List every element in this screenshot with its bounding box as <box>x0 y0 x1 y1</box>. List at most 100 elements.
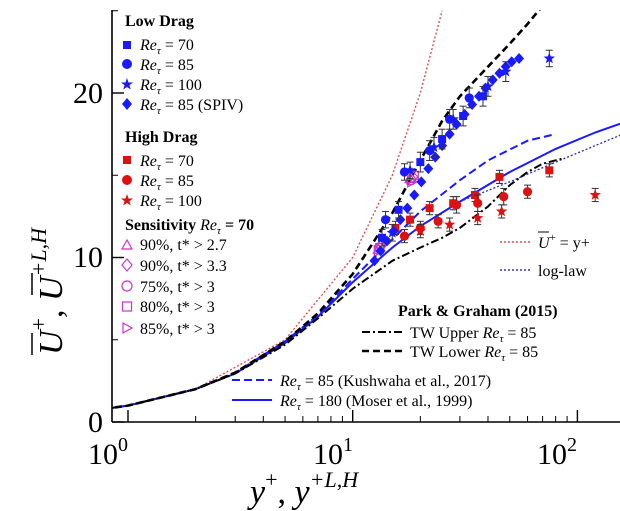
high-drag-re85-point <box>452 200 462 210</box>
legend-marker-square <box>123 156 131 164</box>
svg-text:TW Lower Reτ = 85: TW Lower Reτ = 85 <box>410 344 538 364</box>
high-drag-re100-point <box>589 189 601 200</box>
svg-text:Reτ = 100: Reτ = 100 <box>139 193 202 213</box>
high-drag-re85-point <box>399 231 410 241</box>
low-drag-spiv-point <box>423 163 434 175</box>
legend-marker-diamond-open <box>121 258 133 272</box>
legend-entry-tw-upper: TW Upper Reτ = 85 <box>362 325 536 345</box>
y-tick-label-10: 10 <box>73 241 103 274</box>
legend-entry-ld100: Reτ = 100 <box>121 77 202 97</box>
low-drag-spiv-point <box>375 245 386 257</box>
low-drag-re85-point <box>380 215 391 225</box>
low-drag-spiv-point <box>506 56 517 68</box>
high-drag-re100-point <box>443 218 456 230</box>
legend-entry-moser: Reτ = 180 (Moser et al., 1999) <box>232 393 472 413</box>
legend-marker-triangle-up <box>120 238 134 250</box>
low-drag-spiv-point <box>494 67 505 79</box>
sensitivity-s5-point <box>407 175 418 188</box>
svg-text:U+ = y+: U+ = y+ <box>538 232 590 252</box>
low-drag-spiv-point <box>409 189 420 201</box>
legend-marker-circle-open <box>121 280 133 292</box>
legend-entry-s4: 80%, t* > 3 <box>121 299 215 316</box>
svg-text:U+, U+L,H: U+, U+L,H <box>26 227 70 355</box>
high-drag-re100-point <box>495 205 508 217</box>
legend-marker-diamond <box>122 98 132 110</box>
legend-entry-loglaw: log-law <box>500 263 587 280</box>
low-drag-spiv-point <box>416 176 427 188</box>
svg-text:Reτ = 100: Reτ = 100 <box>139 77 202 97</box>
high-drag-re70-point <box>406 215 415 224</box>
legend-marker-star <box>121 78 133 90</box>
high-drag-re85-point <box>473 198 483 208</box>
legend-entry-s1: 90%, t* > 2.7 <box>120 237 227 254</box>
low-drag-spiv-point <box>487 74 498 86</box>
svg-text:90%, t* > 2.7: 90%, t* > 2.7 <box>140 237 227 254</box>
legend-left: Low Drag Reτ = 70 Reτ = 85 Reτ = 100 Reτ… <box>120 13 254 338</box>
low-drag-re70-point <box>394 205 403 214</box>
svg-text:Reτ = 70: Reτ = 70 <box>139 37 194 57</box>
y-axis-label: U+, U+L,H <box>26 227 70 355</box>
svg-text:Reτ = 70: Reτ = 70 <box>139 153 194 173</box>
legend-entry-hd70: Reτ = 70 <box>123 153 194 173</box>
legend-entry-hd100: Reτ = 100 <box>121 193 202 213</box>
legend-head-park-graham: Park & Graham (2015) <box>398 303 558 320</box>
legend-marker-circle <box>122 175 132 185</box>
svg-text:Reτ = 85 (Kushwaha et al., 201: Reτ = 85 (Kushwaha et al., 2017) <box>279 373 491 393</box>
legend-entry-s5: 85%, t* > 3 <box>122 321 215 338</box>
tw-upper-line <box>112 157 562 409</box>
high-drag-re100-point <box>414 225 426 236</box>
legend-marker-triangle-right <box>122 321 134 335</box>
low-drag-re70-point <box>459 112 468 121</box>
low-drag-spiv-point <box>369 255 380 267</box>
high-drag-re70-point <box>545 166 554 175</box>
high-drag-re70-point <box>495 172 504 181</box>
legend-entry-kushwaha: Reτ = 85 (Kushwaha et al., 2017) <box>232 373 491 393</box>
legend-head-sensitivity: Sensitivity Reτ = 70 <box>125 217 254 237</box>
legend-head-low-drag: Low Drag <box>125 13 194 30</box>
low-drag-re100-point <box>543 52 555 64</box>
high-drag-re70-point <box>425 204 434 213</box>
low-drag-spiv-point <box>402 202 413 214</box>
legend-entry-s2: 90%, t* > 3.3 <box>121 258 227 275</box>
sensitivity-s2-point <box>406 170 419 184</box>
tick-layer <box>112 10 579 423</box>
low-drag-spiv-point <box>444 128 455 140</box>
low-drag-spiv-point <box>395 214 406 226</box>
low-drag-re100-point <box>386 226 398 238</box>
legend-entry-tw-lower: TW Lower Reτ = 85 <box>362 344 538 364</box>
curve-layer <box>112 10 620 410</box>
log-law-line <box>459 134 620 203</box>
viscous-sublayer-line <box>112 10 443 409</box>
high-drag-re85-point <box>499 192 509 202</box>
y-tick-label-0: 0 <box>88 406 103 439</box>
legend-marker-star <box>121 194 133 206</box>
svg-text:85%, t* > 3: 85%, t* > 3 <box>140 321 215 338</box>
svg-text:Reτ = 85 (SPIV): Reτ = 85 (SPIV) <box>139 97 243 117</box>
legend-entry-ld85: Reτ = 85 <box>122 57 194 77</box>
low-drag-re100-point <box>500 65 512 77</box>
legend-right: U+ = y+ log-law Park & Graham (2015) TW … <box>232 231 590 413</box>
legend-entry-ldspiv: Reτ = 85 (SPIV) <box>122 97 243 117</box>
x-tick-label-1: 100 <box>88 434 128 471</box>
low-drag-re85-point <box>464 93 474 103</box>
high-drag-re85-point <box>433 216 443 226</box>
low-drag-re70-point <box>478 92 487 101</box>
high-drag-re85-point <box>522 187 533 197</box>
svg-text:TW Upper Reτ = 85: TW Upper Reτ = 85 <box>410 325 536 345</box>
low-drag-re70-point <box>416 158 425 167</box>
legend-entry-viscous: U+ = y+ <box>500 231 590 252</box>
y-tick-label-20: 20 <box>73 77 103 110</box>
low-drag-re70-point <box>438 135 447 144</box>
svg-text:Reτ = 180 (Moser et al., 1999): Reτ = 180 (Moser et al., 1999) <box>279 393 472 413</box>
x-tick-label-100: 102 <box>537 434 577 471</box>
legend-marker-square-open <box>121 301 133 312</box>
x-tick-label-10: 101 <box>313 434 353 471</box>
legend-entry-ld70: Reτ = 70 <box>123 37 194 57</box>
low-drag-re100-point <box>482 80 494 92</box>
low-drag-spiv-point <box>514 52 525 64</box>
svg-text:Reτ = 85: Reτ = 85 <box>139 173 194 193</box>
legend-entry-s3: 75%, t* > 3 <box>121 279 215 296</box>
legend-head-high-drag: High Drag <box>125 129 197 146</box>
low-drag-re100-point <box>404 164 416 176</box>
